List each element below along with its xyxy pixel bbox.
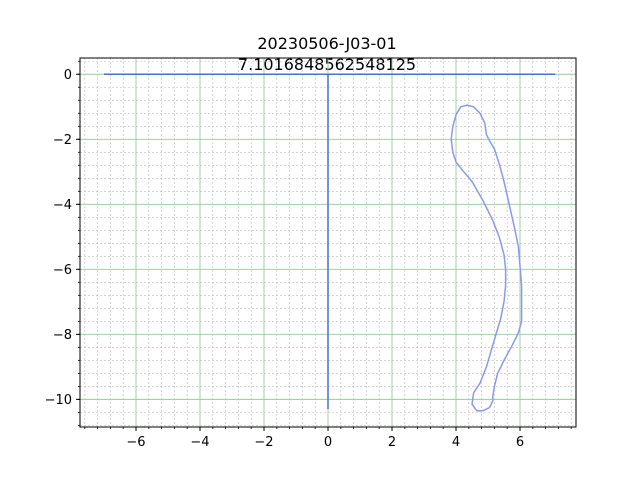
y-tick-label: 0 (64, 68, 72, 83)
x-tick-label: −6 (126, 435, 145, 450)
series-line-2 (450, 104, 523, 412)
chart-subtitle: 7.1016848562548125 (238, 55, 416, 74)
y-tick-label: −2 (53, 133, 72, 148)
x-tick-label: −2 (254, 435, 273, 450)
x-tick-label: 2 (388, 435, 396, 450)
y-tick-label: −4 (53, 198, 72, 213)
x-tick-label: 6 (516, 435, 524, 450)
axis-ticks: −6 −4 −2 0 2 4 6 0 −2 −4 −6 −8 −10 (45, 60, 572, 450)
y-tick-label: −6 (53, 263, 72, 278)
x-tick-label: −4 (190, 435, 209, 450)
x-tick-label: 4 (452, 435, 460, 450)
x-tick-label: 0 (324, 435, 332, 450)
chart-title: 20230506-J03-01 (257, 34, 396, 53)
y-tick-label: −10 (45, 393, 72, 408)
y-tick-label: −8 (53, 328, 72, 343)
series-layer (104, 73, 556, 412)
